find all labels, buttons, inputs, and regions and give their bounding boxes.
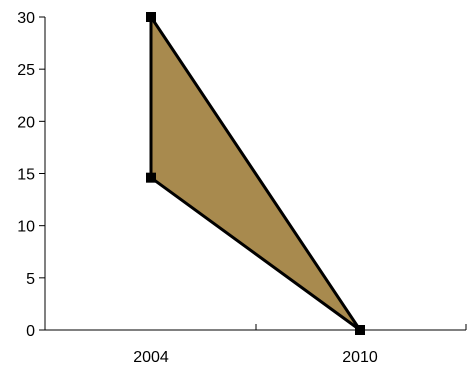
y-tick-label-15: 15 xyxy=(17,167,35,184)
y-tick-label-0: 0 xyxy=(26,323,35,340)
x-tick-label-2004: 2004 xyxy=(133,349,169,366)
y-tick-label-10: 10 xyxy=(17,219,35,236)
axes xyxy=(39,16,467,331)
area-polygon xyxy=(149,15,362,332)
y-tick-label-20: 20 xyxy=(17,114,35,131)
data-point-marker-2010-0 xyxy=(355,325,365,335)
y-tick-label-30: 30 xyxy=(17,10,35,27)
data-point-marker-2004-14.6 xyxy=(146,172,156,183)
data-markers xyxy=(146,12,365,335)
tick-labels: 0 5 10 15 20 25 30 2004 2010 xyxy=(17,10,378,366)
y-tick-label-25: 25 xyxy=(17,62,35,79)
y-tick-label-5: 5 xyxy=(26,271,35,288)
data-point-marker-2004-30 xyxy=(146,12,156,22)
plot-area xyxy=(149,15,362,332)
x-tick-label-2010: 2010 xyxy=(342,349,378,366)
